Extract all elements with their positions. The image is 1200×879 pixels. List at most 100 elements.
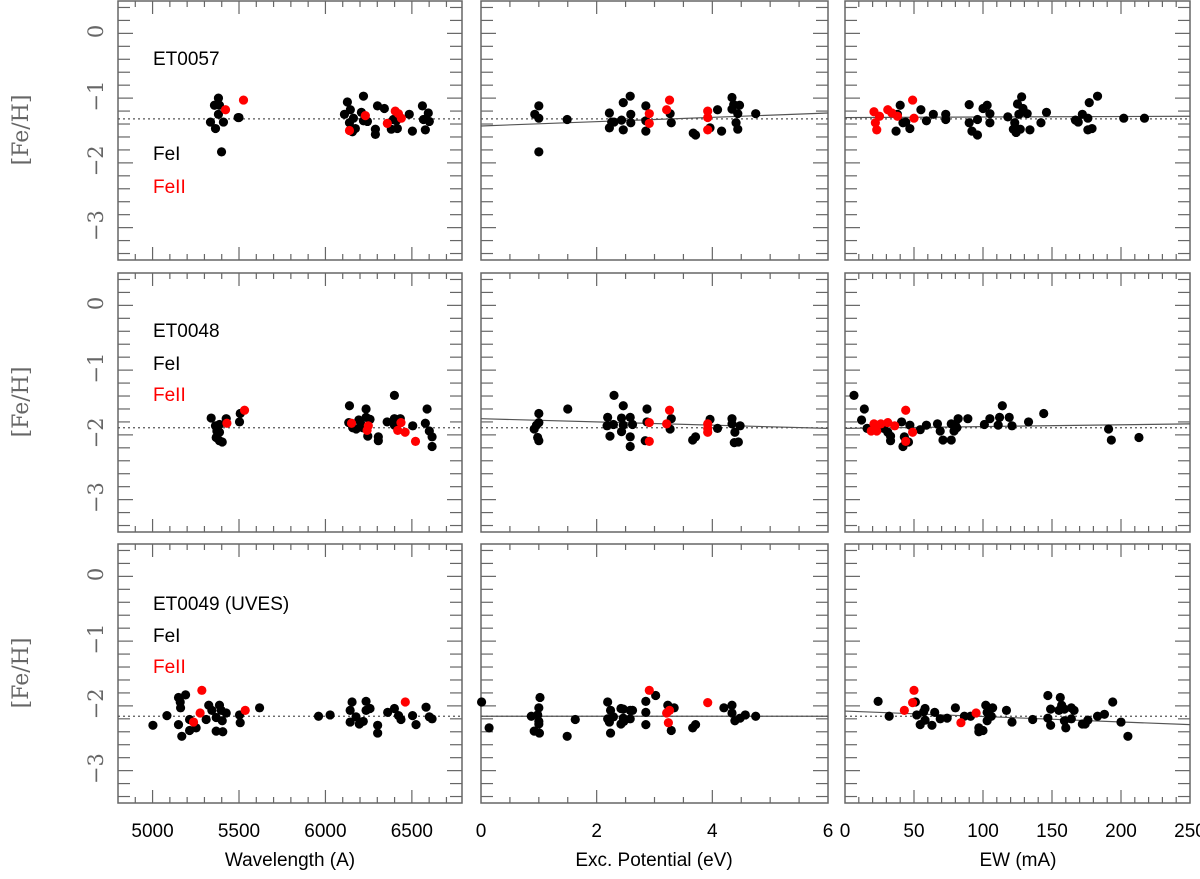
fei-point [345,705,355,716]
y-tick-label: −3 [84,482,108,513]
fei-point [1116,717,1126,727]
fei-point [981,700,991,710]
fei-point [921,116,932,126]
feii-point [396,113,406,123]
fei-point [993,420,1003,430]
feii-point [663,718,673,728]
feii-point [908,427,918,437]
panel-2-1: 0 −1 −2 −3 [84,272,463,533]
fei-point [358,716,368,727]
y-tick-label: −2 [84,688,108,719]
fei-point [365,703,375,714]
feii-point [400,427,410,437]
fei-point [609,390,619,400]
feii-point [393,425,403,435]
fei-point [534,703,544,713]
fei-point [361,404,371,414]
fei-point [351,712,361,722]
feii-point [238,95,249,105]
fei-point [935,426,945,436]
fei-point [972,130,983,140]
fei-point [1061,723,1071,733]
fei-point [1134,432,1144,443]
fei-point [986,711,996,721]
fei-point [421,702,431,712]
fei-point [625,91,635,101]
fei-point [1119,113,1129,123]
x-tick-label: 5000 [131,821,173,842]
fei-point [733,124,743,134]
feii-point [872,125,882,135]
panel-1-3 [844,0,1191,261]
legend-feii: FeII [153,657,186,678]
fei-point [618,704,628,714]
y-axis-title-row2: [Fe/H] [9,367,34,438]
x-tick-label: 6 [823,821,834,842]
fei-point [930,707,940,717]
fei-point [217,716,227,726]
fei-point [979,419,989,430]
fei-point [424,116,434,127]
feii-point [703,106,713,116]
fei-point [562,731,572,741]
y-axis-title-row1: [Fe/H] [9,95,34,166]
series-feii [869,95,919,135]
fei-point [1087,123,1097,134]
feii-point [899,705,909,716]
fei-point [734,100,745,110]
fei-point [912,710,922,720]
fei-point [1092,91,1103,101]
fei-point [173,720,184,730]
plot-frame [480,272,829,533]
fei-point [422,404,432,414]
feii-point [188,717,199,727]
y-tick-label: −1 [84,353,108,384]
fei-point [719,703,729,713]
fei-point [730,427,740,437]
fei-point [733,437,743,447]
fei-point [1023,417,1034,427]
fei-point [641,707,651,717]
fei-point [1055,692,1065,703]
fei-point [616,115,627,125]
fei-point [404,109,414,119]
series-fei [849,390,1144,452]
plot-frame [844,272,1191,533]
fei-point [896,417,907,427]
feii-point [901,436,911,446]
linear-fit-line [845,423,1190,429]
fei-point [919,707,929,717]
feii-point [662,419,672,429]
fei-point [712,423,723,433]
fei-point [920,715,930,725]
fei-point [964,118,974,128]
fei-point [216,147,227,157]
fei-point [751,711,761,721]
fei-point [641,101,651,111]
feii-point [908,95,918,105]
y-tick-label: −3 [84,210,108,241]
fei-point [1025,125,1035,135]
fei-point [535,692,545,703]
fei-point [982,100,992,110]
fei-point [605,431,615,441]
series-feii [899,685,981,728]
fei-point [625,714,635,724]
fei-point [1099,709,1110,719]
linear-fit-line [481,112,828,127]
fei-point [420,125,430,135]
fei-point [641,126,651,136]
fei-point [625,412,635,422]
fei-point [1083,113,1093,123]
fei-point [235,718,245,728]
feii-point [396,417,406,428]
feii-point [344,125,355,136]
fei-point [1073,117,1083,127]
fei-point [1059,704,1070,714]
feii-point [197,685,207,695]
fei-point [1046,704,1056,714]
fei-point [313,711,324,721]
x-tick-label: 150 [1036,821,1068,842]
series-feii [188,685,410,727]
fei-point [690,130,701,140]
